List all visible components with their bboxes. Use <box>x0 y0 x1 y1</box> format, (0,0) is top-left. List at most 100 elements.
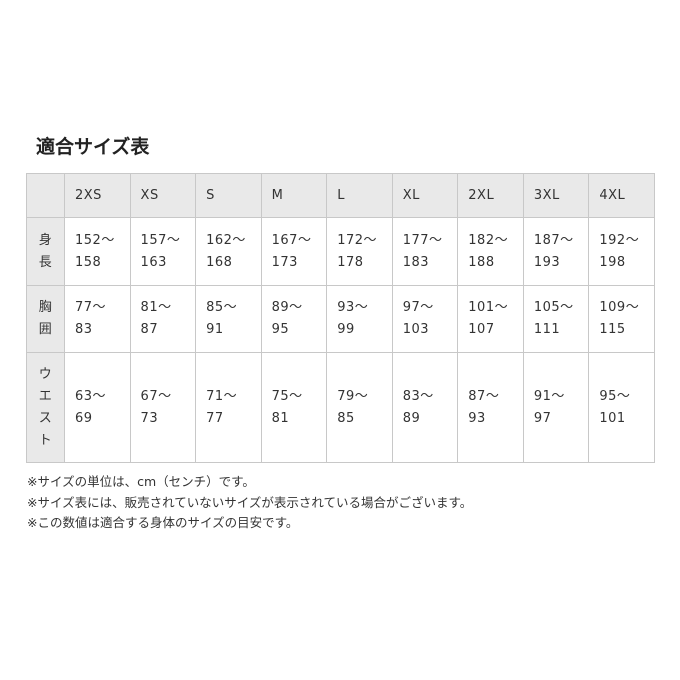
range-min: 172〜 <box>337 232 378 248</box>
range-min: 182〜 <box>468 232 509 248</box>
range-min: 167〜 <box>271 232 312 248</box>
range-min: 152〜 <box>75 232 115 248</box>
column-header: 3XL <box>522 173 590 218</box>
range-min: 95〜 <box>599 388 631 404</box>
row-header: 身長 <box>26 217 65 286</box>
range-max: 93 <box>468 410 486 426</box>
range-min: 97〜 <box>402 300 434 315</box>
note-unit: ※サイズの単位は、cm（センチ）です。 <box>27 474 255 489</box>
table-cell: 101〜 107 <box>457 285 524 353</box>
range-max: 97 <box>533 410 552 426</box>
table-cell: 75〜 81 <box>260 352 328 463</box>
table-row: 身長 152〜 158 157〜 163 162〜 168 167〜 173 172〜 178 177… <box>26 217 655 286</box>
range-max: 183 <box>402 254 430 270</box>
column-header: XS <box>129 173 197 218</box>
table-cell: 177〜 183 <box>391 217 459 286</box>
row-label: 身長 <box>38 232 53 270</box>
range-min: 192〜 <box>599 232 640 248</box>
range-max: 101 <box>599 410 626 426</box>
corner-cell <box>26 173 65 218</box>
row-header: ウエスト <box>26 352 65 463</box>
range-min: 63〜 <box>75 388 107 404</box>
table-cell: 105〜 111 <box>522 285 590 353</box>
range-max: 188 <box>468 254 495 270</box>
range-min: 71〜 <box>206 388 238 404</box>
range-min: 101〜 <box>468 300 509 315</box>
row-label: ウエスト <box>38 366 53 448</box>
range-min: 85〜 <box>206 300 238 315</box>
table-cell: 89〜 95 <box>260 285 328 353</box>
table-cell: 91〜 97 <box>522 352 590 463</box>
table-cell: 187〜 193 <box>522 217 590 286</box>
range-max: 107 <box>468 322 495 337</box>
table-cell: 93〜 99 <box>326 285 393 353</box>
range-min: 105〜 <box>533 300 574 315</box>
range-max: 69 <box>75 410 93 426</box>
row-header: 胸囲 <box>26 285 65 353</box>
table-cell: 192〜 198 <box>588 217 655 286</box>
table-cell: 157〜 163 <box>129 217 197 286</box>
range-max: 115 <box>599 322 626 337</box>
range-max: 111 <box>533 322 561 337</box>
column-header: 4XL <box>588 173 655 218</box>
note-availability: ※サイズ表には、販売されていないサイズが表示されている場合がございます。 <box>27 494 473 510</box>
table-cell: 71〜 77 <box>195 352 262 463</box>
range-max: 193 <box>533 254 561 270</box>
table-row: ウエスト 63〜 69 67〜 73 71〜 77 75〜 81 79〜 85 83〜 89 87〜 93 9… <box>26 352 655 463</box>
table-cell: 109〜 115 <box>588 285 655 353</box>
range-min: 91〜 <box>533 388 565 404</box>
column-header: XL <box>391 173 459 218</box>
column-header: 2XL <box>457 173 524 218</box>
range-max: 81 <box>271 410 290 426</box>
table-cell: 162〜 168 <box>195 217 262 286</box>
range-min: 83〜 <box>402 388 434 404</box>
range-max: 87 <box>140 322 159 337</box>
range-min: 89〜 <box>271 300 303 315</box>
range-min: 79〜 <box>337 388 369 404</box>
notes: ※サイズの単位は、cm（センチ）です。 ※サイズ表には、販売されていないサイズが… <box>27 472 472 534</box>
table-cell: 152〜 158 <box>64 217 131 286</box>
range-max: 89 <box>402 410 421 426</box>
table-cell: 85〜 91 <box>195 285 262 353</box>
range-min: 177〜 <box>402 232 443 248</box>
range-max: 83 <box>75 322 93 337</box>
range-min: 75〜 <box>271 388 303 404</box>
table-cell: 63〜 69 <box>64 352 131 463</box>
table-cell: 167〜 173 <box>260 217 328 286</box>
range-min: 187〜 <box>533 232 574 248</box>
page-title: 適合サイズ表 <box>36 136 150 158</box>
range-max: 168 <box>206 254 233 270</box>
range-max: 173 <box>271 254 298 270</box>
table-cell: 81〜 87 <box>129 285 197 353</box>
table-cell: 97〜 103 <box>391 285 459 353</box>
table-cell: 67〜 73 <box>129 352 197 463</box>
column-header: M <box>260 173 328 218</box>
range-max: 95 <box>271 322 290 337</box>
range-min: 67〜 <box>140 388 172 404</box>
range-max: 85 <box>337 410 355 426</box>
range-max: 178 <box>337 254 364 270</box>
note-guideline: ※この数値は適合する身体のサイズの目安です。 <box>27 515 299 530</box>
range-max: 99 <box>337 322 355 337</box>
range-max: 73 <box>140 410 159 426</box>
range-max: 198 <box>599 254 626 270</box>
range-min: 87〜 <box>468 388 500 404</box>
range-min: 109〜 <box>599 300 640 315</box>
column-header: L <box>326 173 393 218</box>
range-min: 157〜 <box>140 232 181 248</box>
row-label: 胸囲 <box>38 300 53 337</box>
range-min: 162〜 <box>206 232 246 248</box>
range-min: 81〜 <box>140 300 172 315</box>
range-min: 93〜 <box>337 300 369 315</box>
range-min: 77〜 <box>75 300 107 315</box>
table-cell: 182〜 188 <box>457 217 524 286</box>
table-cell: 172〜 178 <box>326 217 393 286</box>
table-cell: 83〜 89 <box>391 352 459 463</box>
range-max: 103 <box>402 322 430 337</box>
range-max: 163 <box>140 254 167 270</box>
range-max: 77 <box>206 410 224 426</box>
table-cell: 87〜 93 <box>457 352 524 463</box>
table-cell: 95〜 101 <box>588 352 655 463</box>
range-max: 91 <box>206 322 224 337</box>
table-cell: 77〜 83 <box>64 285 131 353</box>
